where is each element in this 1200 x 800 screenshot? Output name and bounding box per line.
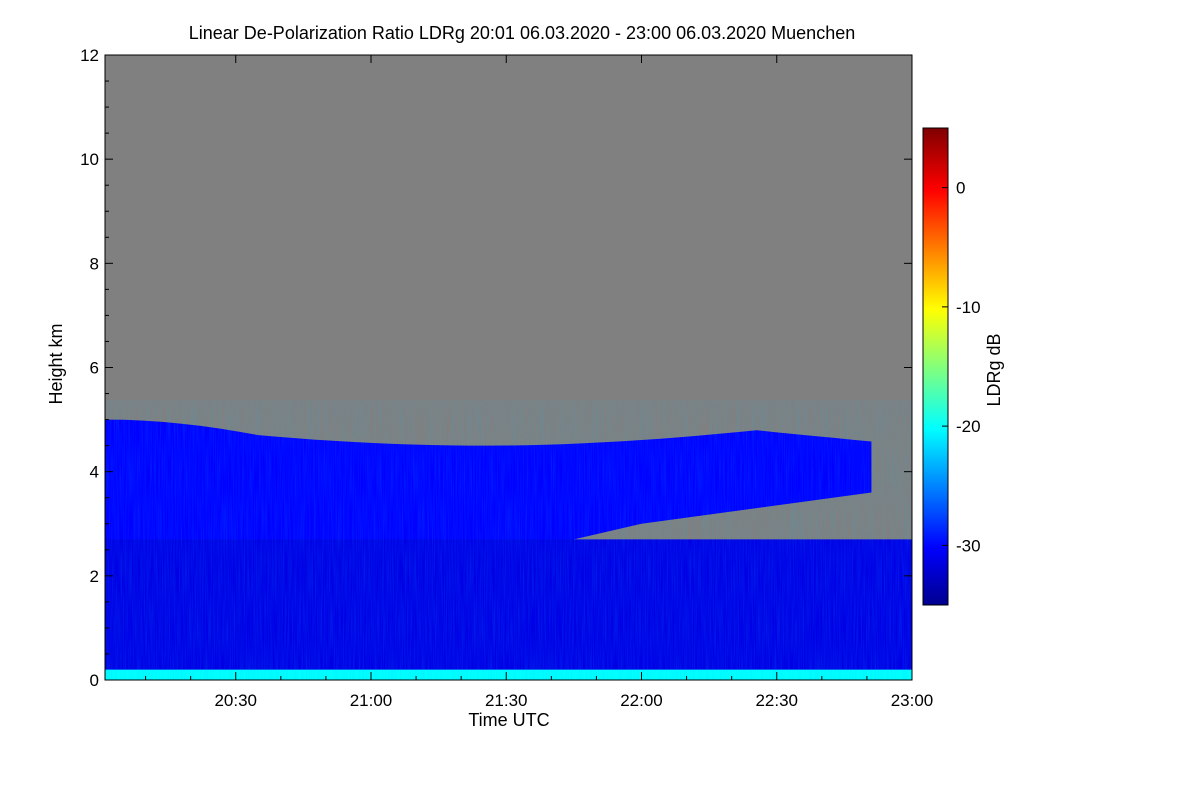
x-tick-label: 22:00 [620, 691, 663, 710]
y-tick-label: 8 [90, 254, 99, 273]
x-tick-label: 23:00 [891, 691, 934, 710]
plot-area [105, 55, 912, 680]
y-axis-label: Height km [46, 323, 66, 404]
y-tick-label: 0 [90, 671, 99, 690]
colorbar-tick-label: -30 [956, 536, 981, 555]
x-tick-label: 22:30 [755, 691, 798, 710]
x-axis: 20:30 21:00 21:30 22:00 22:30 23:00 [145, 55, 934, 710]
y-tick-label: 4 [90, 463, 99, 482]
x-tick-label: 21:30 [485, 691, 528, 710]
y-tick-label: 6 [90, 359, 99, 378]
colorbar-gradient [922, 127, 949, 606]
y-tick-label: 2 [90, 567, 99, 586]
y-axis: 0 2 4 6 8 10 12 [80, 46, 912, 690]
colorbar-tick-label: -20 [956, 417, 981, 436]
chart-title: Linear De-Polarization Ratio LDRg 20:01 … [189, 23, 855, 43]
texture-overlay [105, 400, 912, 680]
colorbar-tick-label: -10 [956, 298, 981, 317]
x-axis-label: Time UTC [468, 710, 549, 730]
y-tick-label: 10 [80, 150, 99, 169]
colorbar: 0 -10 -20 -30 LDRg dB [922, 127, 1004, 606]
colorbar-label: LDRg dB [984, 333, 1004, 406]
y-tick-label: 12 [80, 46, 99, 65]
x-tick-label: 20:30 [214, 691, 257, 710]
colorbar-tick-label: 0 [956, 179, 965, 198]
x-tick-label: 21:00 [350, 691, 393, 710]
